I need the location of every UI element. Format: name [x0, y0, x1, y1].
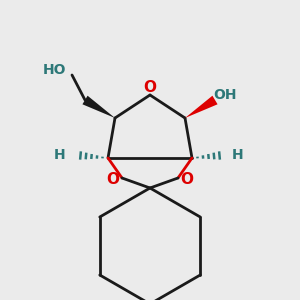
Polygon shape — [82, 96, 115, 118]
Polygon shape — [185, 96, 218, 118]
Text: O: O — [143, 80, 157, 94]
Text: O: O — [181, 172, 194, 188]
Text: H: H — [54, 148, 66, 162]
Text: H: H — [232, 148, 244, 162]
Text: OH: OH — [213, 88, 237, 102]
Text: O: O — [106, 172, 119, 188]
Text: HO: HO — [43, 63, 67, 77]
